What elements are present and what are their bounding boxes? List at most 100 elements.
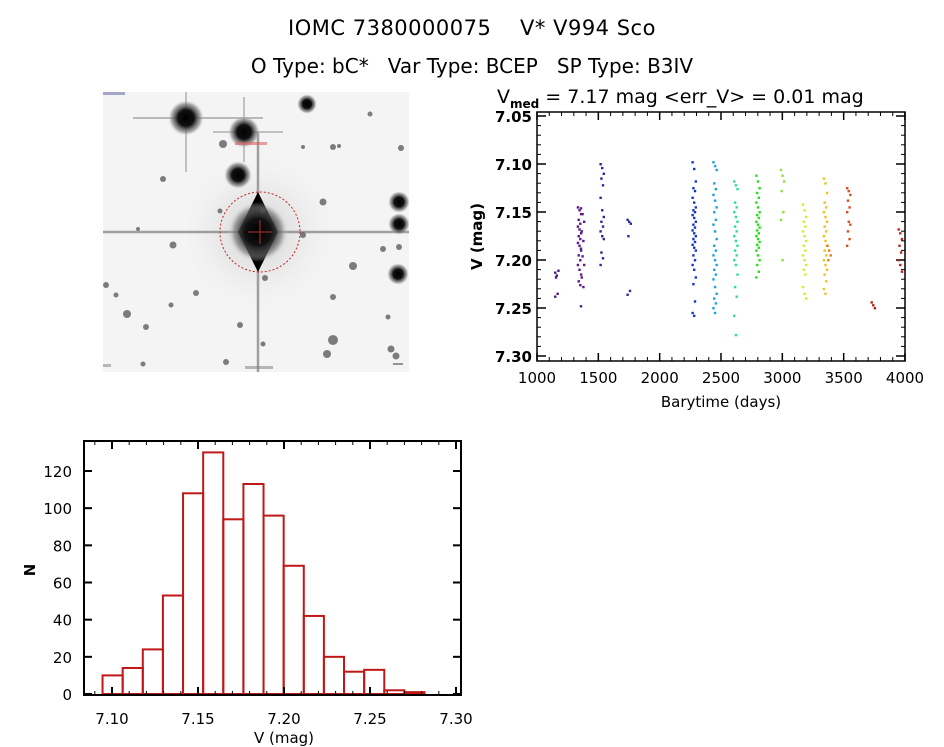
lightcurve-point: [576, 225, 580, 228]
lightcurve-point: [757, 270, 760, 273]
lightcurve-point: [781, 174, 784, 177]
lightcurve-point: [713, 285, 717, 289]
lightcurve-point: [715, 292, 718, 295]
lightcurve-point: [577, 254, 580, 257]
lightcurve-point: [733, 225, 737, 228]
lightcurve-point: [693, 189, 697, 193]
lightcurve-point: [848, 237, 851, 241]
histogram-x-axis-label: V (mag): [254, 729, 314, 747]
lightcurve-point: [626, 293, 629, 296]
x-tick-label: 7.15: [181, 710, 214, 728]
lightcurve-point: [846, 230, 850, 233]
otype-label: O Type:: [250, 54, 326, 78]
lightcurve-point: [847, 220, 850, 223]
lightcurve-point: [693, 216, 696, 220]
histogram-plot-frame: [83, 440, 462, 696]
y-tick-label: 60: [53, 575, 72, 593]
lightcurve-point: [900, 270, 904, 273]
lightcurve-point: [693, 211, 697, 214]
x-tick-label: 1500: [579, 369, 617, 387]
lightcurve-point: [758, 259, 761, 262]
lightcurve-point: [733, 259, 736, 262]
lightcurve-point: [600, 220, 603, 223]
lightcurve-point: [825, 280, 828, 283]
y-tick-label: 20: [53, 649, 72, 667]
lightcurve-point: [825, 220, 829, 223]
lightcurve-point: [713, 211, 716, 214]
lightcurve-point: [758, 211, 761, 214]
lightcurve-point: [713, 230, 717, 233]
histogram-bar: [363, 668, 386, 696]
x-tick-label: 7.20: [267, 710, 300, 728]
lightcurve-point: [599, 196, 602, 199]
lightcurve-point: [600, 251, 603, 254]
lightcurve-point: [733, 211, 736, 214]
faint-stars: [103, 111, 404, 367]
lightcurve-point: [736, 187, 739, 191]
lightcurve-point: [756, 243, 759, 247]
lightcurve-point: [691, 243, 694, 247]
lightcurve-point: [580, 230, 583, 233]
lightcurve-point: [691, 161, 694, 164]
lightcurve-point: [823, 225, 826, 228]
lightcurve-point: [576, 241, 580, 245]
x-tick-label: 3000: [763, 369, 801, 387]
lightcurve-point: [897, 259, 900, 262]
lightcurve-point: [826, 244, 829, 247]
lightcurve-point: [736, 273, 739, 276]
lightcurve-point: [601, 209, 604, 212]
lightcurve-point: [691, 213, 694, 217]
lightcurve-point: [601, 235, 604, 238]
vartype-label: Var Type:: [387, 54, 480, 78]
histogram-ticks: 7.10 7.15 7.20 7.25 7.30 0 20 40 60 80 100 120: [43, 441, 473, 728]
lightcurve-point: [848, 206, 851, 209]
lightcurve-point: [823, 201, 826, 204]
lightcurve-point: [801, 285, 805, 289]
lightcurve-y-axis-label: V (mag): [468, 203, 486, 270]
star: [224, 161, 252, 189]
lightcurve-point: [802, 244, 806, 247]
lightcurve-point: [733, 285, 737, 289]
lightcurve-point: [845, 187, 849, 190]
lightcurve-point: [713, 311, 717, 315]
lightcurve-point: [845, 244, 849, 247]
lightcurve-point: [757, 232, 760, 235]
lightcurve-point: [779, 168, 783, 172]
histogram-bar: [262, 514, 285, 695]
lightcurve-point: [628, 220, 631, 223]
lightcurve-point: [599, 263, 602, 267]
lightcurve-point: [691, 229, 694, 232]
lightcurve-point: [693, 300, 697, 303]
lightcurve-point: [578, 228, 581, 231]
lightcurve-point: [734, 184, 738, 187]
lightcurve-point: [755, 235, 758, 238]
lightcurve-point: [692, 223, 695, 226]
lightcurve-point: [694, 235, 698, 238]
lightcurve-point: [756, 237, 760, 241]
lightcurve-point: [712, 254, 715, 257]
lightcurve-point: [735, 295, 738, 298]
lightcurve-point: [693, 232, 696, 235]
lightcurve-point: [715, 168, 718, 172]
lightcurve-point: [822, 235, 826, 238]
lightcurve-point: [714, 187, 718, 191]
chart-subtitle: O Type: bC* Var Type: BCEP SP Type: B3IV: [0, 54, 944, 78]
sky-finding-chart: [103, 92, 409, 372]
lightcurve-point: [579, 207, 583, 210]
y-tick-label: 7.30: [495, 348, 532, 366]
lightcurve-point: [801, 230, 805, 233]
lightcurve-point: [691, 311, 694, 315]
vmed-symbol: V: [497, 86, 510, 108]
lightcurve-point: [578, 244, 581, 247]
sptype-value: B3IV: [647, 54, 694, 78]
histogram-y-axis-label: N: [21, 564, 39, 577]
lightcurve-point: [829, 254, 832, 257]
lightcurve-point: [582, 239, 585, 243]
lightcurve-point: [755, 249, 758, 252]
y-tick-label: 7.25: [495, 300, 532, 318]
y-tick-label: 120: [43, 463, 72, 481]
lightcurve-point: [898, 244, 901, 247]
lightcurve-point: [557, 269, 560, 272]
histogram-bars: [101, 451, 426, 696]
lightcurve-point: [733, 249, 737, 252]
